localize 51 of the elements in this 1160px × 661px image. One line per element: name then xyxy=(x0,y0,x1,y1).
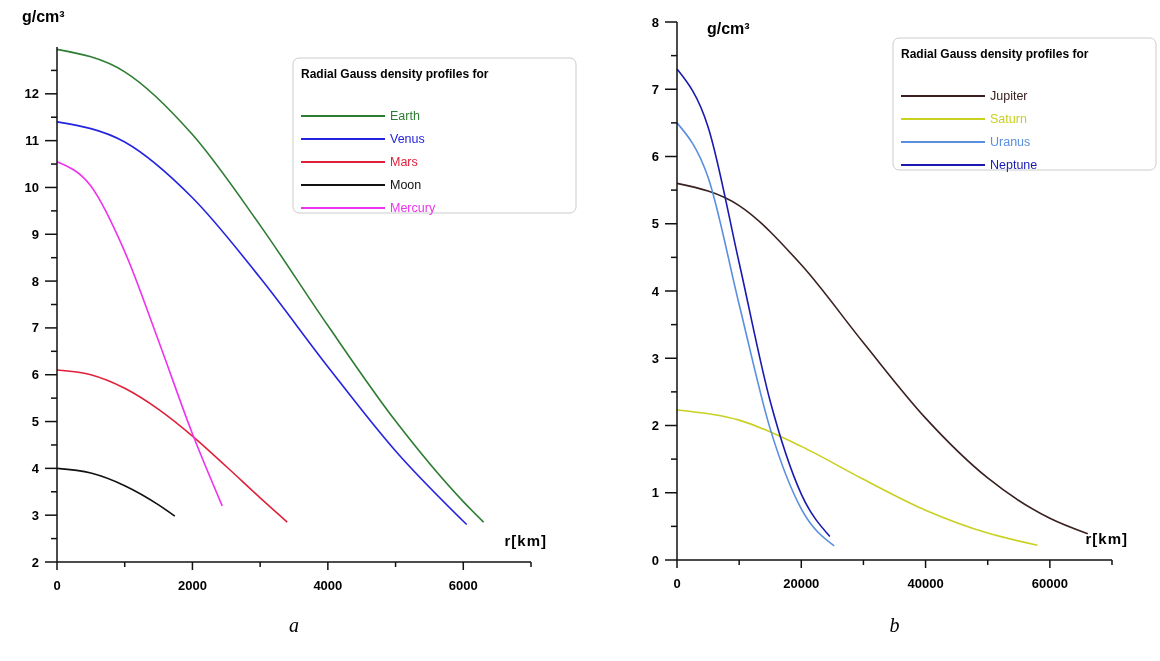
y-tick-label: 6 xyxy=(31,367,39,383)
text: Earth xyxy=(390,109,420,124)
text: Saturn xyxy=(990,112,1027,127)
x-tick-label: 40000 xyxy=(907,576,944,591)
y-tick-label: 10 xyxy=(24,180,39,195)
text: Moon xyxy=(390,178,422,193)
y-tick-label: 4 xyxy=(31,460,40,476)
y-tick-label: 5 xyxy=(31,414,39,430)
y-tick-label: 12 xyxy=(24,86,39,102)
y-tick-label: 1 xyxy=(651,485,659,501)
x-tick-label: 4000 xyxy=(313,578,343,593)
line-series xyxy=(676,122,836,547)
y-tick-label: 6 xyxy=(651,149,659,165)
y-tick-label: 3 xyxy=(31,507,39,523)
line-series xyxy=(676,409,1039,547)
y-tick-label: 8 xyxy=(31,273,39,289)
line-series xyxy=(676,68,831,538)
y-axis-title: g/cm³ xyxy=(707,20,750,37)
legend-title: Radial Gauss density profiles for xyxy=(901,47,1089,61)
y-tick-label: 0 xyxy=(651,552,659,568)
y-tick-label: 8 xyxy=(651,14,659,30)
text: Jupiter xyxy=(990,89,1028,104)
y-tick-label: 4 xyxy=(651,283,660,299)
text: Neptune xyxy=(990,158,1038,173)
x-tick-label: 20000 xyxy=(783,576,820,591)
y-tick-label: 5 xyxy=(651,216,659,232)
text: Venus xyxy=(390,132,425,147)
y-tick-label: 2 xyxy=(651,418,659,434)
x-axis-title: r[km] xyxy=(504,532,547,549)
x-tick-label: 2000 xyxy=(177,578,207,593)
line-series xyxy=(676,182,1089,535)
x-tick-label: 6000 xyxy=(448,578,478,593)
text: b xyxy=(889,614,900,636)
y-axis-title: g/cm³ xyxy=(22,8,65,25)
x-axis-title: r[km] xyxy=(1085,530,1128,547)
x-tick-label: 0 xyxy=(673,576,681,591)
y-tick-label: 7 xyxy=(651,81,659,97)
y-tick-label: 9 xyxy=(31,226,39,242)
text: Uranus xyxy=(990,135,1031,150)
y-tick-label: 7 xyxy=(31,320,39,336)
y-tick-label: 2 xyxy=(31,554,39,570)
line-series xyxy=(56,121,468,526)
text: Mars xyxy=(390,155,418,170)
legend-title: Radial Gauss density profiles for xyxy=(301,67,489,81)
x-tick-label: 60000 xyxy=(1031,576,1068,591)
y-tick-label: 11 xyxy=(25,133,39,149)
text: a xyxy=(289,614,299,636)
text: Mercury xyxy=(390,201,436,216)
y-tick-label: 3 xyxy=(651,350,659,366)
x-tick-label: 0 xyxy=(53,578,61,593)
line-series xyxy=(56,160,224,507)
